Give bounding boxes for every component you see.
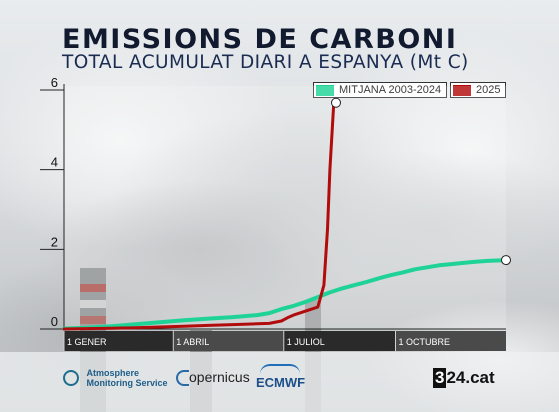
atmosphere-logo: Atmosphere Monitoring Service [63,368,178,388]
x-band-segment-3 [395,331,506,351]
y-tick-label-2: 4 [51,155,58,170]
chart-title: EMISSIONS DE CARBONI [62,24,458,55]
atmosphere-logo-text: Atmosphere Monitoring Service [86,368,168,388]
y-tick-label-3: 6 [51,75,58,90]
series-line-0 [62,258,508,331]
atmosphere-icon [63,370,79,386]
x-band-segment-1 [173,331,284,351]
copernicus-logo-text: opernicus [189,369,250,385]
ecmwf-logo: ECMWF [256,364,305,392]
324-logo-text: 24.cat [446,368,495,387]
x-band-segment-2 [283,331,396,351]
y-tick-label-1: 2 [51,234,58,249]
x-tick-label-1: 1 ABRIL [176,337,209,347]
copernicus-icon [176,370,189,387]
chart-subtitle: TOTAL ACUMULAT DIARI A ESPANYA (Mt C) [62,52,469,73]
plot-backdrop [64,86,506,329]
legend-swatch-mitjana [316,84,334,96]
series-end-marker-0 [501,255,511,266]
x-band-segment-0 [64,331,174,351]
legend-item-2025: 2025 [450,82,507,98]
x-tick-label-3: 1 OCTUBRE [399,337,451,347]
series-end-marker-1 [331,97,341,108]
324-logo-mark: 3 [433,368,447,388]
324cat-logo: 3 24.cat [433,368,495,388]
y-tick-label-0: 0 [51,314,58,329]
x-tick-label-2: 1 JULIOL [287,337,325,347]
x-tick-label-0: 1 GENER [67,337,107,347]
legend-label-2025: 2025 [476,84,501,96]
ecmwf-icon [260,364,300,374]
ecmwf-logo-text: ECMWF [256,375,306,390]
series-line-1 [62,101,338,331]
legend-item-mitjana: MITJANA 2003-2024 [313,82,448,98]
copernicus-logo: opernicus [176,369,250,387]
legend-label-mitjana: MITJANA 2003-2024 [339,84,442,96]
legend-swatch-2025 [453,84,471,96]
